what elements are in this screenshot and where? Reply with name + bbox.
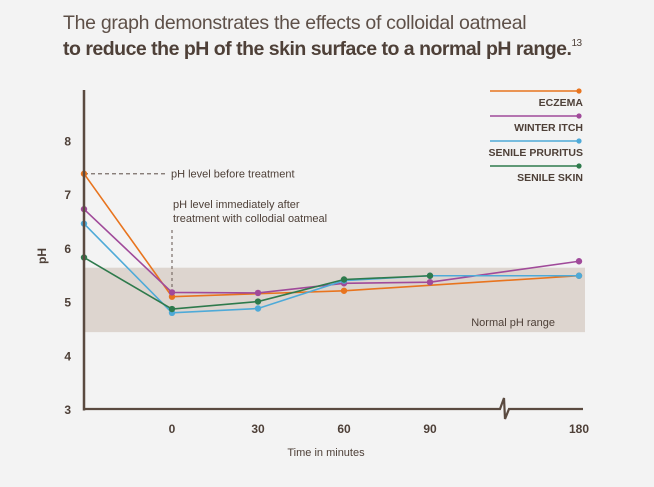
data-point-senile-skin <box>426 272 434 279</box>
data-point-eczema <box>340 287 348 294</box>
y-tick-label: 6 <box>64 242 71 256</box>
data-point-winter-itch <box>168 289 176 296</box>
chart-title-line2: to reduce the pH of the skin surface to … <box>63 38 582 61</box>
legend-label-senile-skin: SENILE SKIN <box>517 172 583 184</box>
y-tick-label: 7 <box>64 188 71 202</box>
legend-marker-senile-skin <box>576 163 582 169</box>
legend-label-eczema: ECZEMA <box>539 97 584 109</box>
legend-marker-winter-itch <box>576 113 582 119</box>
y-tick-label: 3 <box>64 403 71 417</box>
x-tick-label: 60 <box>337 422 351 436</box>
data-point-senile-skin <box>254 298 262 305</box>
data-point-winter-itch <box>254 289 262 297</box>
data-point-senile-skin <box>340 276 348 283</box>
x-axis-with-break <box>84 397 583 420</box>
annotation-after-treatment-line2: treatment with collodial oatmeal <box>173 213 327 225</box>
normal-range-band <box>85 267 585 333</box>
y-tick-label: 4 <box>64 349 71 363</box>
data-point-senile-skin <box>168 305 176 313</box>
y-tick-label: 5 <box>64 296 71 310</box>
footnote-ref: 13 <box>571 38 582 49</box>
x-tick-label: 30 <box>251 422 265 436</box>
legend-label-senile-pruritus: SENILE PRURITUS <box>488 147 583 159</box>
annotation-after-treatment-line1: pH level immediately after <box>173 199 300 211</box>
data-point-winter-itch <box>426 278 434 286</box>
x-tick-label: 180 <box>569 422 589 436</box>
legend-marker-senile-pruritus <box>576 138 582 144</box>
x-tick-label: 0 <box>169 422 176 436</box>
normal-range-label: Normal pH range <box>471 317 555 329</box>
y-axis-label: pH <box>35 248 49 264</box>
data-point-senile-pruritus <box>254 305 262 312</box>
legend-marker-eczema <box>576 88 582 94</box>
series-line-winter-itch <box>83 208 580 294</box>
data-point-winter-itch <box>575 258 583 265</box>
annotation-before-treatment: pH level before treatment <box>171 169 295 181</box>
data-point-senile-pruritus <box>575 272 583 279</box>
x-tick-label: 90 <box>423 422 437 436</box>
y-tick-label: 8 <box>64 135 71 149</box>
x-axis-label: Time in minutes <box>287 447 365 459</box>
legend-label-winter-itch: WINTER ITCH <box>514 122 583 134</box>
chart-title-line1: The graph demonstrates the effects of co… <box>63 12 527 34</box>
series-line-senile-pruritus <box>83 223 579 314</box>
title-line2-text: to reduce the pH of the skin surface to … <box>63 38 572 60</box>
